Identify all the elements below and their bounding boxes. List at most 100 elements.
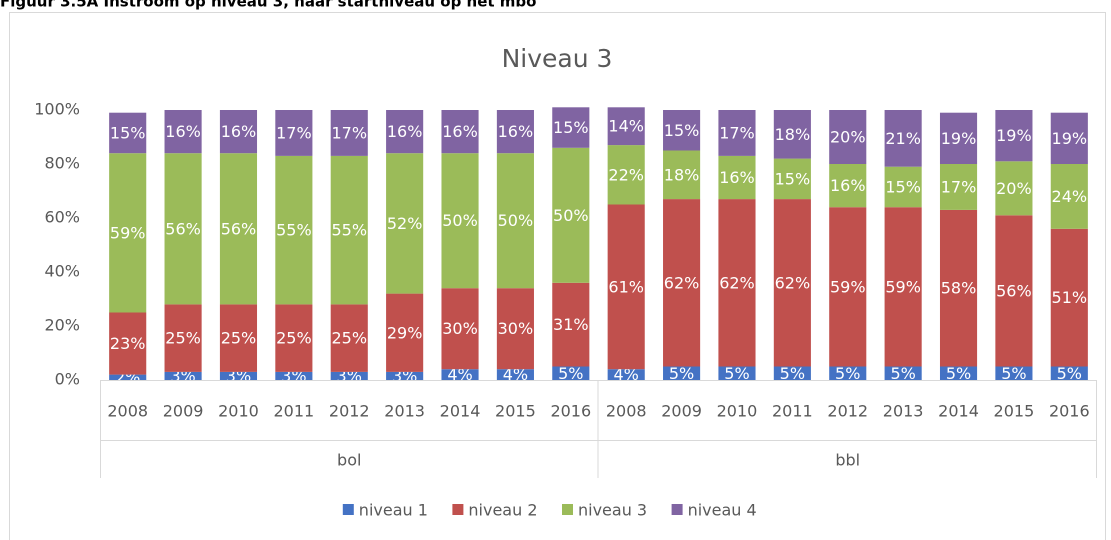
bar-segment (441, 369, 479, 380)
data-label: 56% (996, 281, 1032, 300)
x-tick-label: 2014 (440, 402, 481, 421)
bar-segment (1050, 164, 1088, 229)
x-tick-label: 2012 (827, 402, 868, 421)
bar-segment (995, 366, 1033, 380)
bar-segment (995, 161, 1033, 216)
bar-segment (219, 371, 258, 380)
bar-segment (109, 153, 147, 313)
x-tick-label: 2016 (550, 402, 591, 421)
bar-segment (441, 110, 479, 154)
bar-segment (386, 293, 424, 372)
data-label: 25% (165, 329, 201, 348)
bar-segment (773, 199, 811, 367)
bar-segment (275, 371, 313, 380)
legend-swatch (452, 504, 464, 515)
data-label: 5% (835, 364, 860, 383)
data-label: 62% (664, 273, 700, 292)
data-label: 5% (1001, 364, 1026, 383)
legend-label: niveau 1 (359, 501, 428, 520)
bar-segment (386, 110, 424, 154)
data-label: 15% (110, 123, 146, 142)
bar-segment (109, 312, 147, 375)
data-label: 50% (498, 211, 534, 230)
data-label: 5% (724, 364, 749, 383)
bar-segment (718, 199, 756, 367)
bar-segment (219, 153, 258, 305)
y-tick-label: 100% (34, 100, 80, 119)
legend-label: niveau 2 (468, 501, 537, 520)
data-label: 5% (669, 364, 694, 383)
bar-segment (109, 112, 147, 154)
data-label: 51% (1052, 288, 1088, 307)
bar-segment (386, 153, 424, 294)
bar-segment (884, 166, 922, 208)
data-label: 25% (221, 329, 257, 348)
data-label: 17% (941, 177, 977, 196)
bar-segment (773, 366, 811, 380)
data-label: 61% (608, 277, 644, 296)
data-label: 14% (608, 117, 644, 136)
y-tick-label: 40% (44, 262, 80, 281)
bar-segment (607, 145, 645, 205)
bar-segment (164, 304, 202, 372)
bar-segment (552, 147, 590, 283)
data-label: 56% (165, 219, 201, 238)
data-label: 16% (387, 122, 423, 141)
bar-segment (275, 110, 313, 156)
group-label: bol (337, 451, 361, 470)
data-label: 52% (387, 214, 423, 233)
data-label: 20% (830, 128, 866, 147)
data-label: 59% (830, 277, 866, 296)
data-label: 15% (553, 118, 589, 137)
data-label: 4% (613, 365, 638, 384)
data-label: 24% (1052, 187, 1088, 206)
bar-segment (1050, 112, 1088, 164)
x-tick-label: 2010 (218, 402, 259, 421)
bar-segment (330, 304, 368, 372)
x-tick-label: 2015 (495, 402, 536, 421)
legend-label: niveau 4 (688, 501, 757, 520)
data-label: 58% (941, 279, 977, 298)
x-tick-label: 2015 (994, 402, 1035, 421)
x-tick-label: 2008 (606, 402, 647, 421)
data-label: 17% (719, 123, 755, 142)
bar-segment (164, 371, 202, 380)
legend-swatch (562, 504, 573, 515)
bar-segment (496, 288, 534, 370)
data-label: 5% (1057, 364, 1082, 383)
bar-segment (939, 164, 978, 210)
x-tick-label: 2011 (274, 402, 315, 421)
y-tick-label: 80% (44, 154, 80, 173)
bar-segment (164, 110, 202, 154)
data-label: 30% (498, 319, 534, 338)
bar-segment (109, 374, 147, 380)
bar-segment (1050, 366, 1088, 380)
bar-segment (663, 366, 701, 380)
chart-title: Niveau 3 (502, 44, 613, 73)
bar-segment (330, 371, 368, 380)
data-label: 18% (775, 125, 811, 144)
bar-segment (496, 153, 534, 289)
data-label: 50% (442, 211, 478, 230)
data-label: 25% (276, 329, 312, 348)
bar-segment (884, 207, 922, 367)
bar-segment (829, 207, 867, 367)
bar-segment (884, 110, 922, 167)
bar-segment (718, 155, 756, 200)
x-tick-label: 2013 (883, 402, 924, 421)
data-label: 19% (996, 126, 1032, 145)
bar-segment (939, 209, 978, 367)
data-label: 31% (553, 315, 589, 334)
x-tick-label: 2011 (772, 402, 813, 421)
bar-segment (939, 366, 978, 380)
bar-segment (552, 107, 590, 148)
bar-segment (995, 110, 1033, 162)
data-label: 30% (442, 319, 478, 338)
bar-segment (718, 110, 756, 156)
bar-segment (773, 158, 811, 200)
bar-segment (330, 110, 368, 156)
data-label: 5% (890, 364, 915, 383)
data-label: 16% (221, 122, 257, 141)
x-tick-label: 2016 (1049, 402, 1090, 421)
bar-segment (607, 369, 645, 380)
